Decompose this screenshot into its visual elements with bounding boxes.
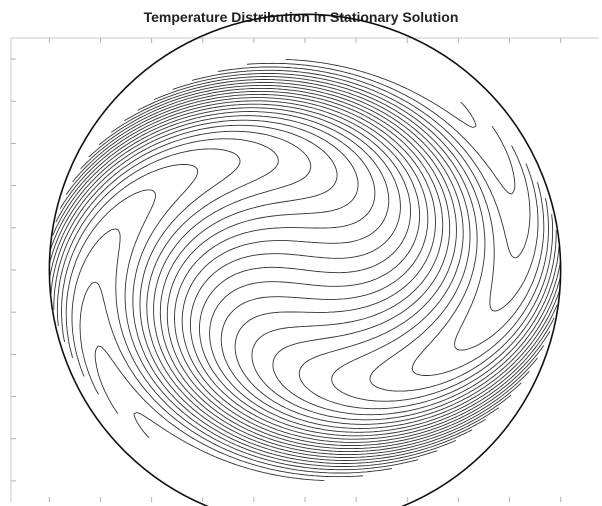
contour-line bbox=[49, 115, 530, 447]
contour-line bbox=[217, 66, 531, 259]
contour-line bbox=[65, 189, 438, 467]
contour-line bbox=[56, 148, 473, 461]
contour-line bbox=[285, 58, 477, 128]
contour-line bbox=[61, 164, 457, 464]
contour-line bbox=[191, 69, 539, 312]
contour-line bbox=[153, 76, 549, 376]
contour-line bbox=[49, 119, 522, 450]
axis-ticks bbox=[11, 38, 562, 502]
chart-title: Temperature Distribution in Stationary S… bbox=[143, 9, 459, 25]
contour-line bbox=[52, 111, 538, 443]
contour-line bbox=[53, 138, 486, 458]
contour-line bbox=[50, 130, 499, 456]
domain-boundary bbox=[48, 13, 562, 506]
contour-line bbox=[124, 82, 557, 402]
contour-line bbox=[246, 62, 516, 195]
contour-line bbox=[98, 87, 561, 416]
contour-line bbox=[79, 281, 393, 474]
contour-line bbox=[133, 412, 325, 482]
contour-line bbox=[71, 228, 419, 471]
contour-line bbox=[49, 124, 512, 453]
contour-line bbox=[137, 79, 554, 392]
contour-line bbox=[172, 73, 545, 351]
contour-line bbox=[59, 103, 551, 437]
contour-line bbox=[65, 100, 555, 433]
contour-line bbox=[111, 84, 560, 410]
contour-line bbox=[72, 97, 558, 429]
contour-line bbox=[94, 345, 364, 478]
contour-line bbox=[55, 107, 545, 440]
contour-line bbox=[80, 93, 561, 425]
contour-line bbox=[88, 90, 561, 421]
contour-lines bbox=[49, 58, 561, 482]
